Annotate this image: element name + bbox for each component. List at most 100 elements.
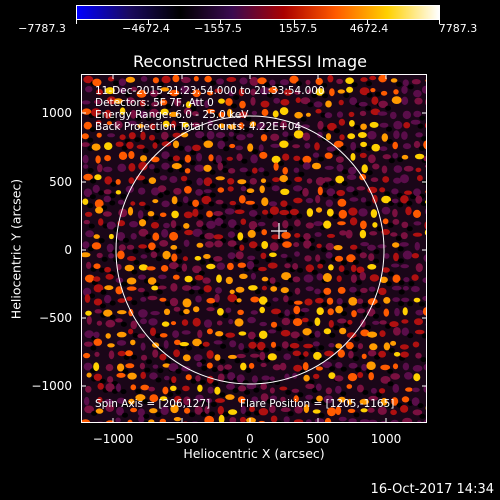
image-dark-ring bbox=[287, 135, 294, 141]
image-dark-ring bbox=[197, 214, 204, 220]
image-blob bbox=[399, 344, 409, 350]
image-blob bbox=[280, 200, 288, 207]
image-blob bbox=[82, 154, 89, 164]
image-blob bbox=[183, 223, 190, 229]
image-blob bbox=[85, 310, 92, 316]
image-blob bbox=[269, 405, 276, 414]
image-blob bbox=[85, 86, 93, 93]
image-dark-ring bbox=[374, 91, 381, 97]
image-blob bbox=[184, 407, 191, 414]
image-dark-ring bbox=[322, 93, 328, 99]
image-dark-ring bbox=[109, 115, 116, 121]
image-blob bbox=[238, 195, 246, 204]
image-dark-ring bbox=[255, 226, 261, 232]
image-blob bbox=[313, 101, 323, 108]
image-blob bbox=[335, 362, 343, 369]
image-blob bbox=[136, 89, 147, 98]
y-tick-label: −1000 bbox=[31, 379, 72, 393]
image-blob bbox=[272, 121, 278, 127]
image-blob bbox=[269, 376, 275, 381]
image-blob bbox=[105, 404, 115, 412]
image-blob bbox=[149, 134, 155, 141]
image-blob bbox=[94, 199, 104, 209]
image-blob bbox=[292, 144, 300, 149]
image-blob bbox=[392, 208, 398, 218]
image-blob bbox=[86, 316, 92, 325]
image-dark-ring bbox=[311, 93, 318, 98]
image-blob bbox=[292, 263, 299, 270]
image-blob bbox=[218, 414, 225, 423]
image-dark-ring bbox=[321, 82, 328, 88]
image-blob bbox=[234, 209, 245, 215]
image-blob bbox=[227, 231, 235, 238]
image-blob bbox=[130, 201, 136, 206]
image-blob bbox=[195, 131, 205, 139]
image-blob bbox=[260, 100, 270, 108]
image-dark-ring bbox=[386, 126, 392, 132]
image-dark-ring bbox=[245, 368, 252, 373]
x-tick-label: −500 bbox=[165, 432, 199, 446]
image-dark-ring bbox=[131, 269, 138, 275]
image-blob bbox=[196, 361, 203, 367]
image-blob bbox=[115, 318, 123, 323]
image-blob bbox=[337, 349, 345, 358]
image-blob bbox=[193, 306, 200, 313]
image-blob bbox=[245, 200, 255, 205]
image-blob bbox=[240, 218, 247, 225]
image-blob bbox=[380, 364, 391, 371]
image-blob bbox=[115, 141, 124, 147]
image-dark-ring bbox=[187, 126, 194, 132]
image-blob bbox=[302, 328, 312, 336]
image-blob bbox=[312, 409, 321, 414]
image-dark-ring bbox=[296, 81, 302, 87]
image-dark-ring bbox=[121, 145, 128, 151]
image-blob bbox=[315, 366, 323, 371]
image-blob bbox=[140, 318, 147, 325]
image-blob bbox=[213, 234, 224, 240]
image-dark-ring bbox=[98, 114, 104, 119]
image-blob bbox=[422, 307, 427, 316]
image-blob bbox=[203, 285, 212, 293]
image-blob bbox=[171, 120, 177, 128]
image-dark-ring bbox=[318, 413, 325, 418]
image-blob bbox=[359, 87, 370, 96]
image-dark-ring bbox=[286, 214, 293, 219]
image-blob bbox=[174, 339, 181, 345]
image-blob bbox=[171, 163, 182, 170]
image-blob bbox=[403, 165, 414, 172]
image-dark-ring bbox=[201, 365, 208, 371]
image-dark-ring bbox=[407, 333, 414, 339]
image-blob bbox=[315, 297, 324, 304]
image-blob bbox=[170, 385, 177, 391]
image-blob bbox=[96, 89, 103, 96]
image-dark-ring bbox=[322, 182, 329, 188]
image-dark-ring bbox=[355, 280, 362, 286]
image-blob bbox=[116, 397, 126, 404]
image-blob bbox=[183, 239, 190, 247]
image-blob bbox=[104, 109, 112, 119]
reconstructed-image bbox=[81, 74, 427, 423]
image-blob bbox=[393, 120, 403, 130]
image-blob bbox=[417, 175, 423, 182]
image-blob bbox=[270, 286, 278, 292]
image-dark-ring bbox=[99, 378, 106, 384]
image-blob bbox=[104, 285, 114, 291]
image-dark-ring bbox=[90, 178, 97, 184]
image-blob bbox=[378, 100, 388, 108]
image-blob bbox=[217, 187, 225, 193]
image-blob bbox=[171, 196, 178, 205]
image-dark-ring bbox=[87, 168, 94, 173]
image-blob bbox=[130, 339, 136, 346]
image-blob bbox=[292, 276, 301, 283]
image-dark-ring bbox=[233, 128, 240, 134]
image-blob bbox=[391, 96, 402, 104]
image-dark-ring bbox=[398, 280, 405, 286]
image-dark-ring bbox=[300, 116, 307, 122]
image-blob bbox=[119, 107, 126, 115]
image-blob bbox=[368, 286, 376, 292]
annotation-detectors: Detectors: 5F 7F, Att 0 bbox=[95, 97, 214, 109]
image-dark-ring bbox=[263, 347, 270, 353]
image-blob bbox=[240, 362, 247, 371]
image-blob bbox=[400, 195, 409, 204]
image-blob bbox=[326, 297, 334, 305]
